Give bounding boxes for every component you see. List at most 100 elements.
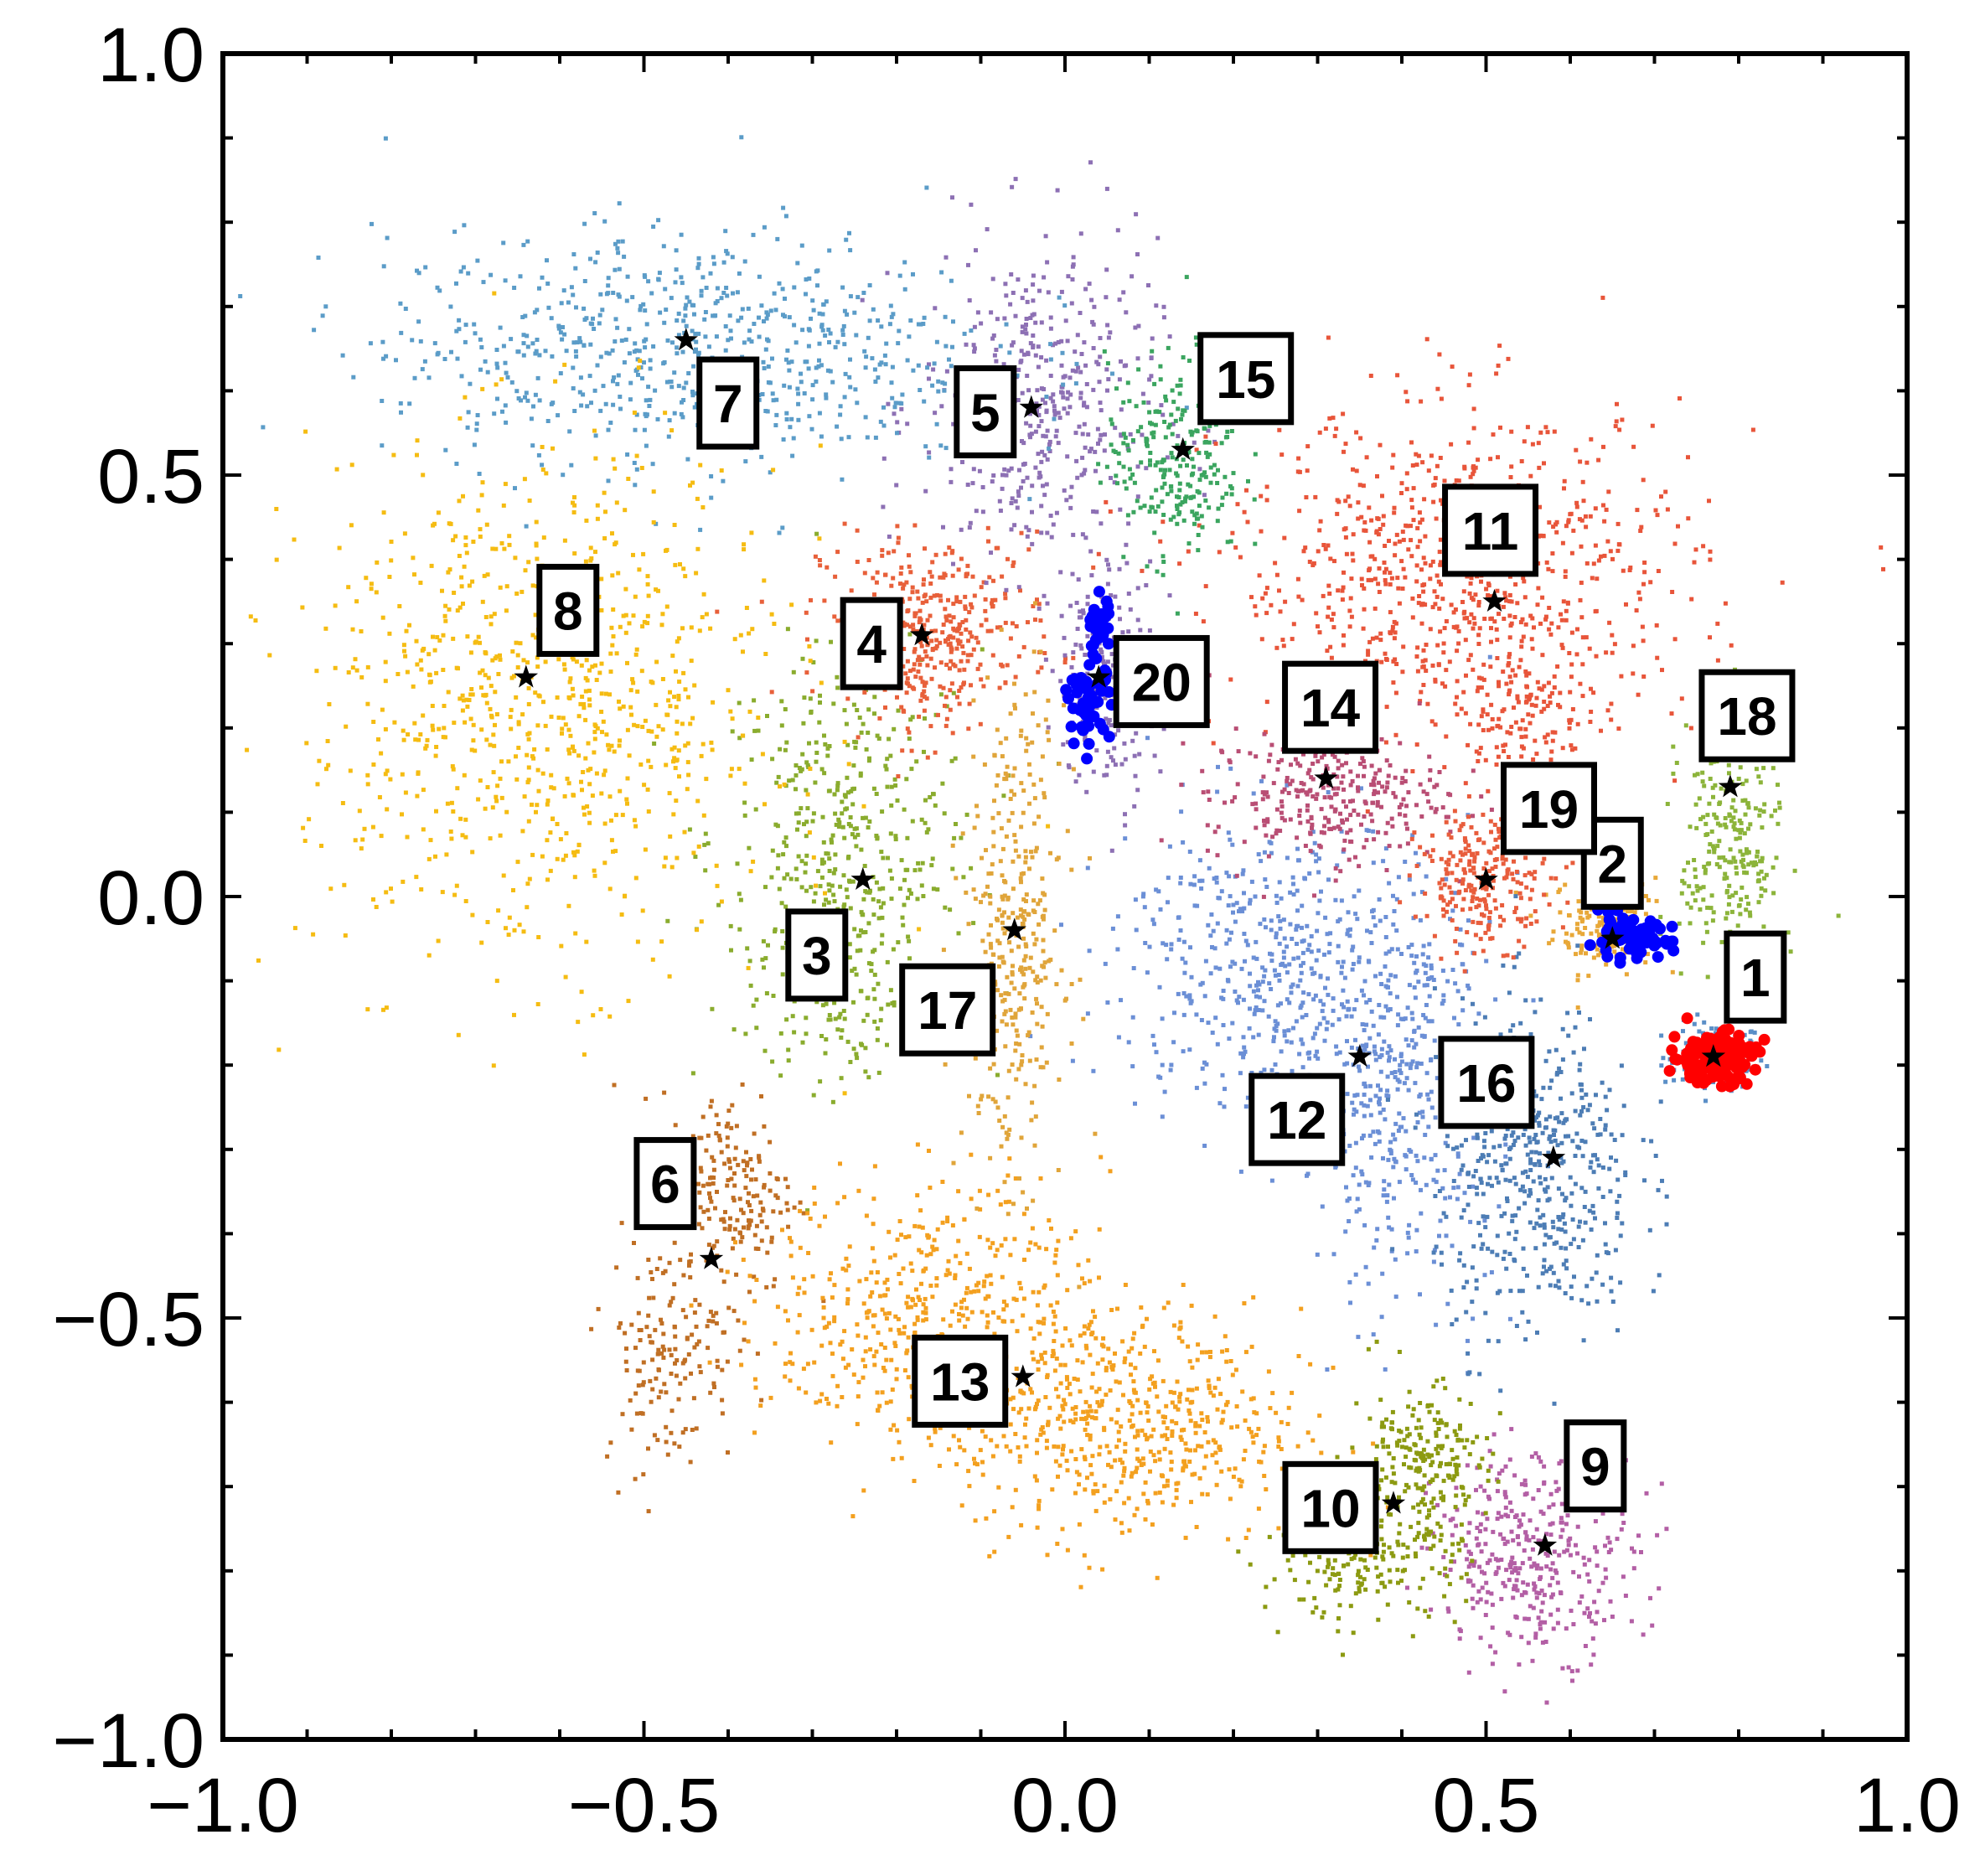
- data-point: [458, 696, 463, 701]
- data-point: [823, 742, 828, 747]
- data-point: [693, 348, 698, 353]
- data-point: [1512, 1587, 1517, 1592]
- data-point: [655, 1438, 660, 1443]
- data-point: [1469, 596, 1474, 601]
- data-point: [695, 546, 700, 551]
- data-point: [916, 596, 921, 601]
- data-point: [419, 887, 424, 891]
- data-point: [1502, 1542, 1507, 1547]
- data-point: [637, 1328, 642, 1332]
- data-point: [561, 325, 565, 329]
- data-point: [1415, 525, 1420, 530]
- data-point: [1039, 504, 1044, 509]
- data-point: [518, 274, 523, 279]
- data-point: [616, 292, 621, 297]
- data-point: [307, 817, 312, 822]
- data-point: [1454, 1523, 1459, 1528]
- data-point: [618, 738, 622, 743]
- data-point: [1879, 545, 1884, 550]
- data-point: [383, 679, 388, 684]
- data-point: [691, 302, 696, 307]
- data-point: [892, 777, 897, 782]
- data-point: [1512, 615, 1517, 619]
- data-point: [905, 676, 910, 681]
- data-point: [925, 618, 930, 623]
- data-point: [1516, 1571, 1521, 1576]
- data-point: [922, 708, 927, 713]
- data-point: [1507, 1578, 1512, 1583]
- data-point: [924, 654, 929, 659]
- data-point: [1006, 468, 1011, 473]
- data-point: [1056, 411, 1061, 416]
- data-point: [612, 375, 617, 380]
- data-point: [521, 341, 526, 346]
- data-point: [711, 1313, 716, 1318]
- data-point: [601, 384, 606, 389]
- data-point: [349, 523, 354, 528]
- data-point: [533, 392, 538, 397]
- data-point: [1692, 1021, 1697, 1026]
- data-point: [830, 380, 835, 385]
- data-point: [1543, 425, 1548, 430]
- data-point: [913, 674, 918, 680]
- data-point: [620, 813, 625, 818]
- data-point: [677, 774, 681, 779]
- data-point: [1381, 1549, 1386, 1554]
- data-point: [696, 256, 701, 261]
- data-point: [892, 405, 897, 410]
- data-point: [643, 345, 648, 350]
- data-point: [579, 663, 584, 668]
- data-point: [421, 827, 426, 832]
- data-point: [1596, 457, 1601, 463]
- data-point: [619, 339, 624, 343]
- data-point: [595, 503, 600, 508]
- data-point: [1632, 910, 1637, 915]
- data-point: [1469, 576, 1474, 581]
- data-point: [756, 1247, 761, 1251]
- data-point: [1176, 433, 1181, 438]
- data-point: [515, 653, 520, 658]
- data-point: [541, 535, 546, 540]
- data-point: [697, 1364, 702, 1369]
- data-point: [660, 612, 665, 617]
- data-point: [1529, 1455, 1534, 1459]
- data-point: [1327, 416, 1332, 421]
- data-point: [905, 623, 910, 628]
- data-point: [587, 688, 592, 693]
- data-point: [1448, 1517, 1453, 1522]
- data-point: [893, 834, 898, 839]
- data-point: [1030, 483, 1035, 488]
- data-point: [1460, 600, 1465, 604]
- data-point: [709, 1175, 714, 1180]
- data-point: [1621, 947, 1625, 952]
- data-point: [1330, 1572, 1335, 1577]
- data-point: [648, 397, 653, 402]
- data-point: [623, 893, 628, 898]
- data-point: [1073, 349, 1078, 354]
- data-point: [1033, 353, 1038, 358]
- data-point: [1119, 433, 1124, 438]
- data-point: [1104, 295, 1109, 300]
- data-point: [578, 701, 583, 706]
- data-point: [549, 785, 554, 790]
- data-point: [1035, 388, 1040, 393]
- data-point: [488, 742, 493, 747]
- data-point: [1042, 593, 1047, 598]
- data-point: [1512, 1561, 1517, 1566]
- data-point: [495, 365, 500, 370]
- data-point: [1090, 319, 1095, 324]
- data-point: [776, 853, 781, 858]
- data-point: [555, 856, 560, 861]
- data-point: [864, 354, 869, 359]
- data-point: [847, 878, 851, 883]
- data-point: [1326, 1564, 1330, 1569]
- data-point: [1379, 1537, 1384, 1542]
- data-point: [473, 639, 478, 644]
- data-point: [1429, 1500, 1434, 1505]
- data-point: [780, 929, 785, 933]
- data-point: [963, 607, 968, 611]
- data-point: [499, 759, 504, 764]
- data-point: [480, 480, 485, 485]
- data-point: [1486, 1589, 1491, 1594]
- data-point: [911, 667, 916, 672]
